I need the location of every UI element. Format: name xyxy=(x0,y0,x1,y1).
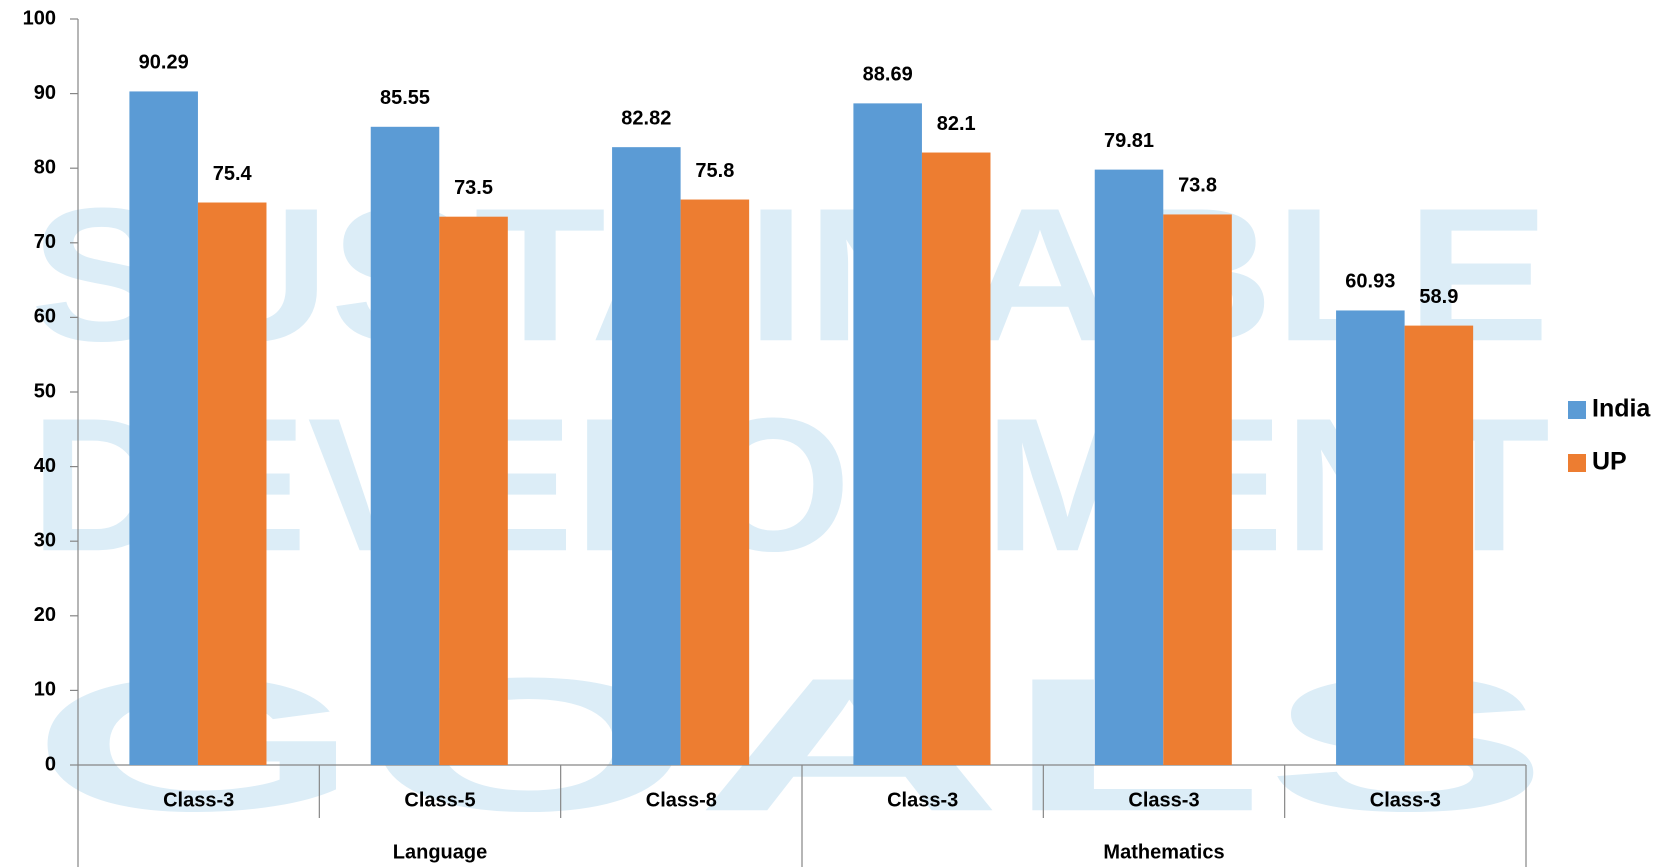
bar xyxy=(921,152,991,765)
bar xyxy=(853,103,922,765)
watermark-text: SUSTAINABLE xyxy=(30,169,1550,381)
y-tick-label: 90 xyxy=(34,82,56,104)
y-tick-label: 80 xyxy=(34,156,56,178)
group-label: Language xyxy=(393,841,487,863)
legend-label: India xyxy=(1592,395,1651,423)
bar xyxy=(1094,169,1164,765)
group-label: Mathematics xyxy=(1103,841,1224,863)
y-tick-label: 100 xyxy=(23,7,56,29)
legend-label: UP xyxy=(1592,448,1627,476)
y-tick-label: 30 xyxy=(34,529,56,551)
x-tick-label: Class-3 xyxy=(163,789,234,811)
bar xyxy=(439,216,508,765)
data-label: 75.4 xyxy=(213,163,253,185)
bar xyxy=(1404,325,1474,765)
bar xyxy=(680,199,750,766)
x-tick-label: Class-8 xyxy=(646,789,717,811)
y-tick-label: 40 xyxy=(34,455,56,477)
x-tick-label: Class-3 xyxy=(1370,789,1441,811)
data-label: 60.93 xyxy=(1345,271,1395,293)
bar xyxy=(1336,310,1405,765)
data-label: 73.5 xyxy=(454,177,493,199)
bar xyxy=(612,147,681,766)
data-label: 75.8 xyxy=(695,160,734,182)
y-tick-label: 20 xyxy=(34,604,56,626)
data-label: 58.9 xyxy=(1419,286,1458,308)
y-tick-label: 0 xyxy=(45,753,56,775)
bar xyxy=(197,202,267,766)
data-label: 90.29 xyxy=(139,52,189,74)
bar xyxy=(370,126,440,765)
y-tick-label: 60 xyxy=(34,306,56,328)
watermark: SUSTAINABLE DEVELOPMENT GOALS xyxy=(30,169,1550,851)
bar xyxy=(1163,214,1232,765)
y-tick-label: 70 xyxy=(34,231,56,253)
watermark-text: DEVELOPMENT xyxy=(30,379,1550,591)
data-label: 79.81 xyxy=(1104,130,1154,152)
data-label: 73.8 xyxy=(1178,175,1217,197)
data-label: 85.55 xyxy=(380,87,430,109)
data-label: 82.82 xyxy=(621,107,671,129)
data-label: 88.69 xyxy=(863,64,913,86)
y-tick-label: 10 xyxy=(34,679,56,701)
x-tick-label: Class-3 xyxy=(1128,789,1199,811)
x-tick-label: Class-3 xyxy=(887,789,958,811)
bar xyxy=(129,91,198,766)
x-tick-label: Class-5 xyxy=(404,789,475,811)
data-label: 82.1 xyxy=(937,113,976,135)
y-tick-label: 50 xyxy=(34,380,56,402)
watermark-text: GOALS xyxy=(30,639,1550,851)
legend-swatch xyxy=(1568,401,1586,419)
legend-swatch xyxy=(1568,454,1586,472)
